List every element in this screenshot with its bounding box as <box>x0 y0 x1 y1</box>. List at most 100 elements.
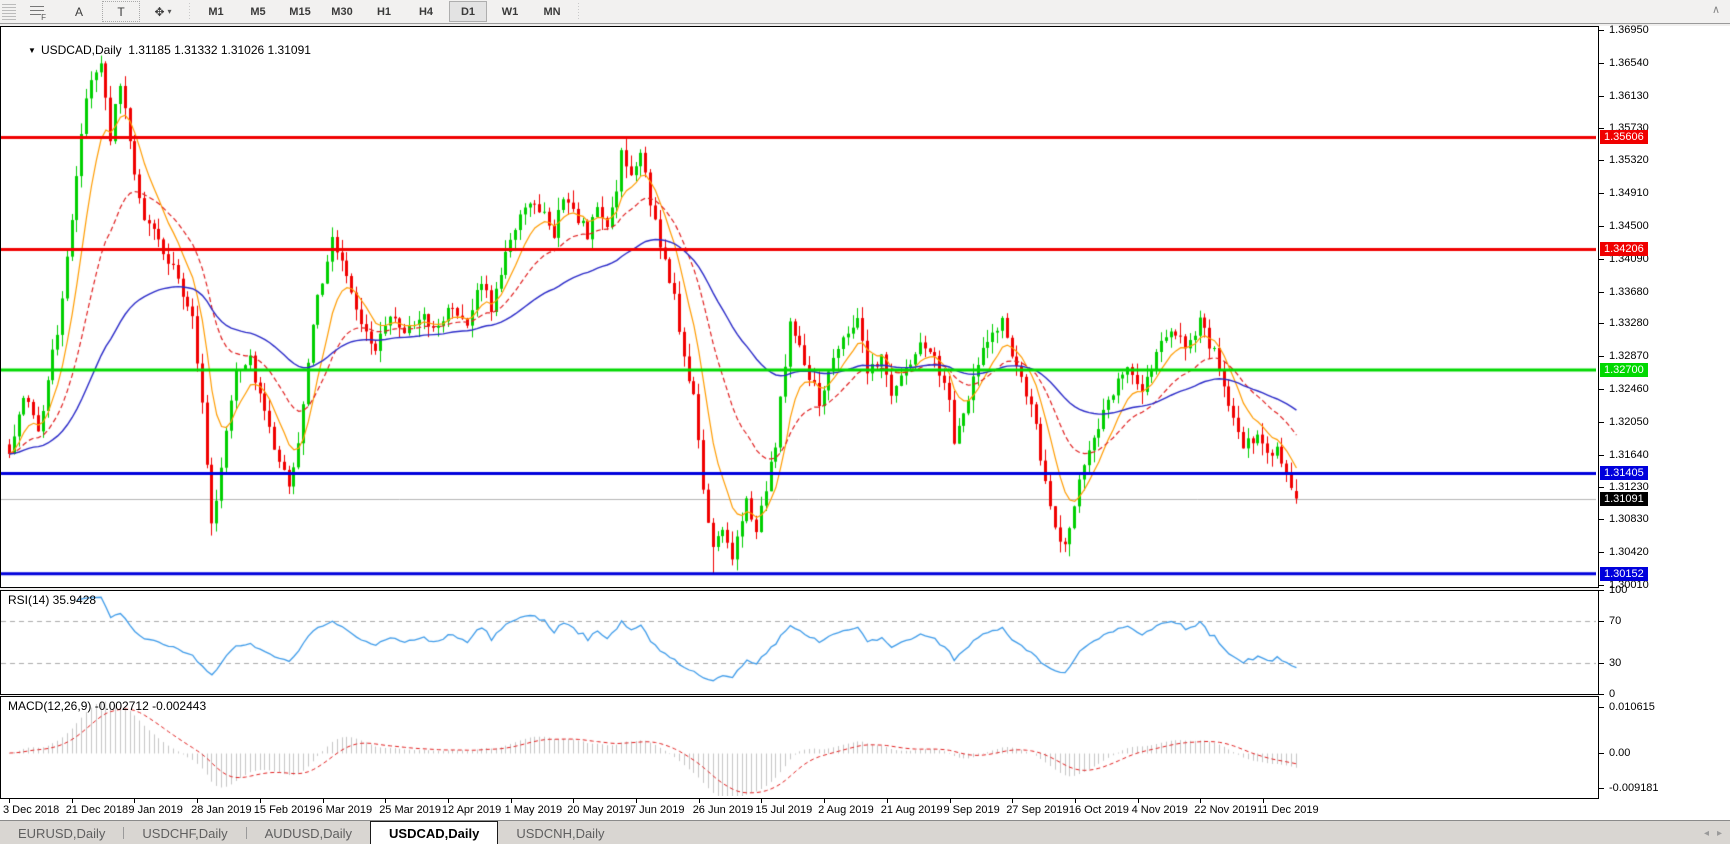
date-tick-label: 1 May 2019 <box>504 804 563 816</box>
date-tick-mark <box>1012 799 1014 803</box>
date-tick-mark <box>1263 799 1264 803</box>
rsi-tick-label: 100 <box>1609 584 1628 596</box>
timeframe-button-m1[interactable]: M1 <box>208 5 224 18</box>
date-tick-label: 22 Nov 2019 <box>1194 804 1257 816</box>
main-chart-panel: ▼ USDCAD,Daily 1.31185 1.31332 1.31026 1.… <box>0 26 1599 588</box>
chart-tab-bar: EURUSD,Daily USDCHF,Daily AUDUSD,Daily USDC… <box>0 820 1730 844</box>
rsi-tick-label: 70 <box>1609 615 1622 628</box>
rsi-tick-label: 0 <box>1609 688 1616 700</box>
text-label-tool-icon[interactable]: T <box>102 1 140 22</box>
price-tick-mark <box>1599 30 1604 31</box>
price-tick-label: 1.34910 <box>1609 187 1649 200</box>
macd-label: MACD(12,26,9) -0.002712 -0.002443 <box>8 699 207 713</box>
price-chart-canvas[interactable] <box>1 27 1596 585</box>
chart-symbol-label: USDCAD,Daily <box>40 43 122 57</box>
chart-dropdown-icon[interactable]: ▼ <box>28 46 36 55</box>
rsi-panel: RSI(14) 35.9428 <box>0 590 1599 695</box>
chart-ohlc-values: 1.31185 1.31332 1.31026 1.31091 <box>128 43 311 57</box>
date-tick-mark <box>824 799 826 803</box>
price-tick-label: 1.34500 <box>1609 219 1649 232</box>
timeframe-button-m5[interactable]: M5 <box>250 5 266 18</box>
macd-tick-mark <box>1599 707 1604 709</box>
date-tick-label: 2 Aug 2019 <box>818 804 874 816</box>
tab-usdcad[interactable]: USDCAD,Daily <box>370 821 499 844</box>
date-tick-mark <box>1137 799 1139 803</box>
tab-audusd[interactable]: AUDUSD,Daily <box>264 825 353 841</box>
tab-scroll-left-icon[interactable]: ◂ <box>1703 827 1709 839</box>
rsi-canvas[interactable] <box>1 591 1596 692</box>
timeframe-button-mn[interactable]: MN <box>543 5 561 18</box>
date-tick-mark <box>134 799 136 803</box>
date-tick-label: 3 Dec 2018 <box>3 804 60 816</box>
date-tick-mark <box>510 799 512 803</box>
price-level-badge: 1.32700 <box>1600 362 1648 377</box>
price-tick-mark <box>1599 421 1604 423</box>
price-level-badge: 1.31405 <box>1600 466 1648 481</box>
macd-tick-mark <box>1599 753 1604 754</box>
timeframe-button-w1[interactable]: W1 <box>501 5 519 18</box>
date-tick-mark <box>259 799 261 803</box>
tab-usdchf[interactable]: USDCHF,Daily <box>142 825 228 841</box>
tab-eurusd[interactable]: EURUSD,Daily <box>18 825 106 841</box>
tab-separator <box>245 827 247 839</box>
price-tick-label: 1.33680 <box>1609 285 1649 298</box>
tab-scroll-right-icon[interactable]: ▸ <box>1716 827 1722 839</box>
date-tick-label: 4 Nov 2019 <box>1131 804 1188 816</box>
price-tick-mark <box>1599 291 1604 293</box>
date-tick-mark <box>71 799 73 803</box>
price-tick-mark <box>1599 356 1604 358</box>
timeframe-button-m30[interactable]: M30 <box>331 5 353 18</box>
date-tick-label: 9 Jan 2019 <box>128 804 183 816</box>
date-tick-label: 21 Dec 2018 <box>65 804 129 816</box>
timeframe-button-d1[interactable]: D1 <box>449 1 487 22</box>
macd-tick-label: 0.010615 <box>1609 701 1655 714</box>
date-tick-mark <box>949 799 951 803</box>
rsi-label: RSI(14) 35.9428 <box>8 593 97 607</box>
date-tick-label: 9 Sep 2019 <box>943 804 1000 816</box>
rsi-tick-label: 30 <box>1609 656 1622 669</box>
fibonacci-retracement-tool-icon[interactable]: F <box>18 1 56 22</box>
date-tick-label: 16 Oct 2019 <box>1068 804 1129 816</box>
timeframe-button-m15[interactable]: M15 <box>289 5 311 18</box>
macd-panel: MACD(12,26,9) -0.002712 -0.002443 <box>0 696 1599 799</box>
price-tick-mark <box>1599 552 1604 554</box>
price-level-badge: 1.35606 <box>1600 130 1648 145</box>
date-tick-label: 20 May 2019 <box>567 804 631 816</box>
price-tick-label: 1.30420 <box>1609 546 1649 559</box>
macd-canvas[interactable] <box>1 697 1596 796</box>
date-tick-label: 7 Jun 2019 <box>630 804 685 816</box>
date-axis[interactable]: 3 Dec 2018 21 Dec 2018 9 Jan 2019 28 Jan 20… <box>0 799 1730 820</box>
toolbar-separator <box>576 2 581 21</box>
tab-separator <box>123 827 125 839</box>
date-tick-label: 21 Aug 2019 <box>880 804 943 816</box>
date-tick-label: 25 Mar 2019 <box>379 804 441 816</box>
price-tick-mark <box>1599 323 1604 325</box>
date-tick-label: 27 Sep 2019 <box>1006 804 1069 816</box>
price-tick-mark <box>1599 160 1604 162</box>
toolbar-separator <box>187 2 192 21</box>
price-tick-label: 1.30010 <box>1609 579 1649 591</box>
price-tick-mark <box>1599 454 1604 456</box>
timeframe-button-h1[interactable]: H1 <box>376 5 392 18</box>
price-axis[interactable]: 1.36950 1.36540 1.36130 1.35730 1.35320 1.349… <box>1599 24 1730 799</box>
toolbar-drag-handle[interactable] <box>2 3 16 20</box>
tab-usdcnh[interactable]: USDCNH,Daily <box>516 825 605 841</box>
price-level-badge: 1.31091 <box>1600 491 1648 506</box>
date-tick-mark <box>1074 799 1076 803</box>
price-tick-mark <box>1599 127 1604 129</box>
toolbar: F A T ✥ ▾ M1 M5 M15 M30 H1 H4 D1 W1 MN ∧ <box>0 0 1730 24</box>
price-tick-mark <box>1599 193 1604 195</box>
date-tick-label: 6 Mar 2019 <box>316 804 373 816</box>
date-tick-mark <box>698 799 700 803</box>
arrows-tool-icon[interactable]: ✥ ▾ <box>154 4 172 19</box>
rsi-tick-mark <box>1599 621 1604 623</box>
date-tick-label: 28 Jan 2019 <box>191 804 252 816</box>
price-tick-label: 1.33280 <box>1609 317 1649 330</box>
price-tick-label: 1.30830 <box>1609 513 1649 526</box>
text-tool-icon[interactable]: A <box>74 4 83 19</box>
price-tick-mark <box>1599 487 1604 489</box>
rsi-tick-mark <box>1599 662 1604 664</box>
timeframe-button-h4[interactable]: H4 <box>418 5 434 18</box>
date-tick-mark <box>447 799 449 803</box>
toolbar-overflow-icon[interactable]: ∧ <box>1711 4 1720 16</box>
